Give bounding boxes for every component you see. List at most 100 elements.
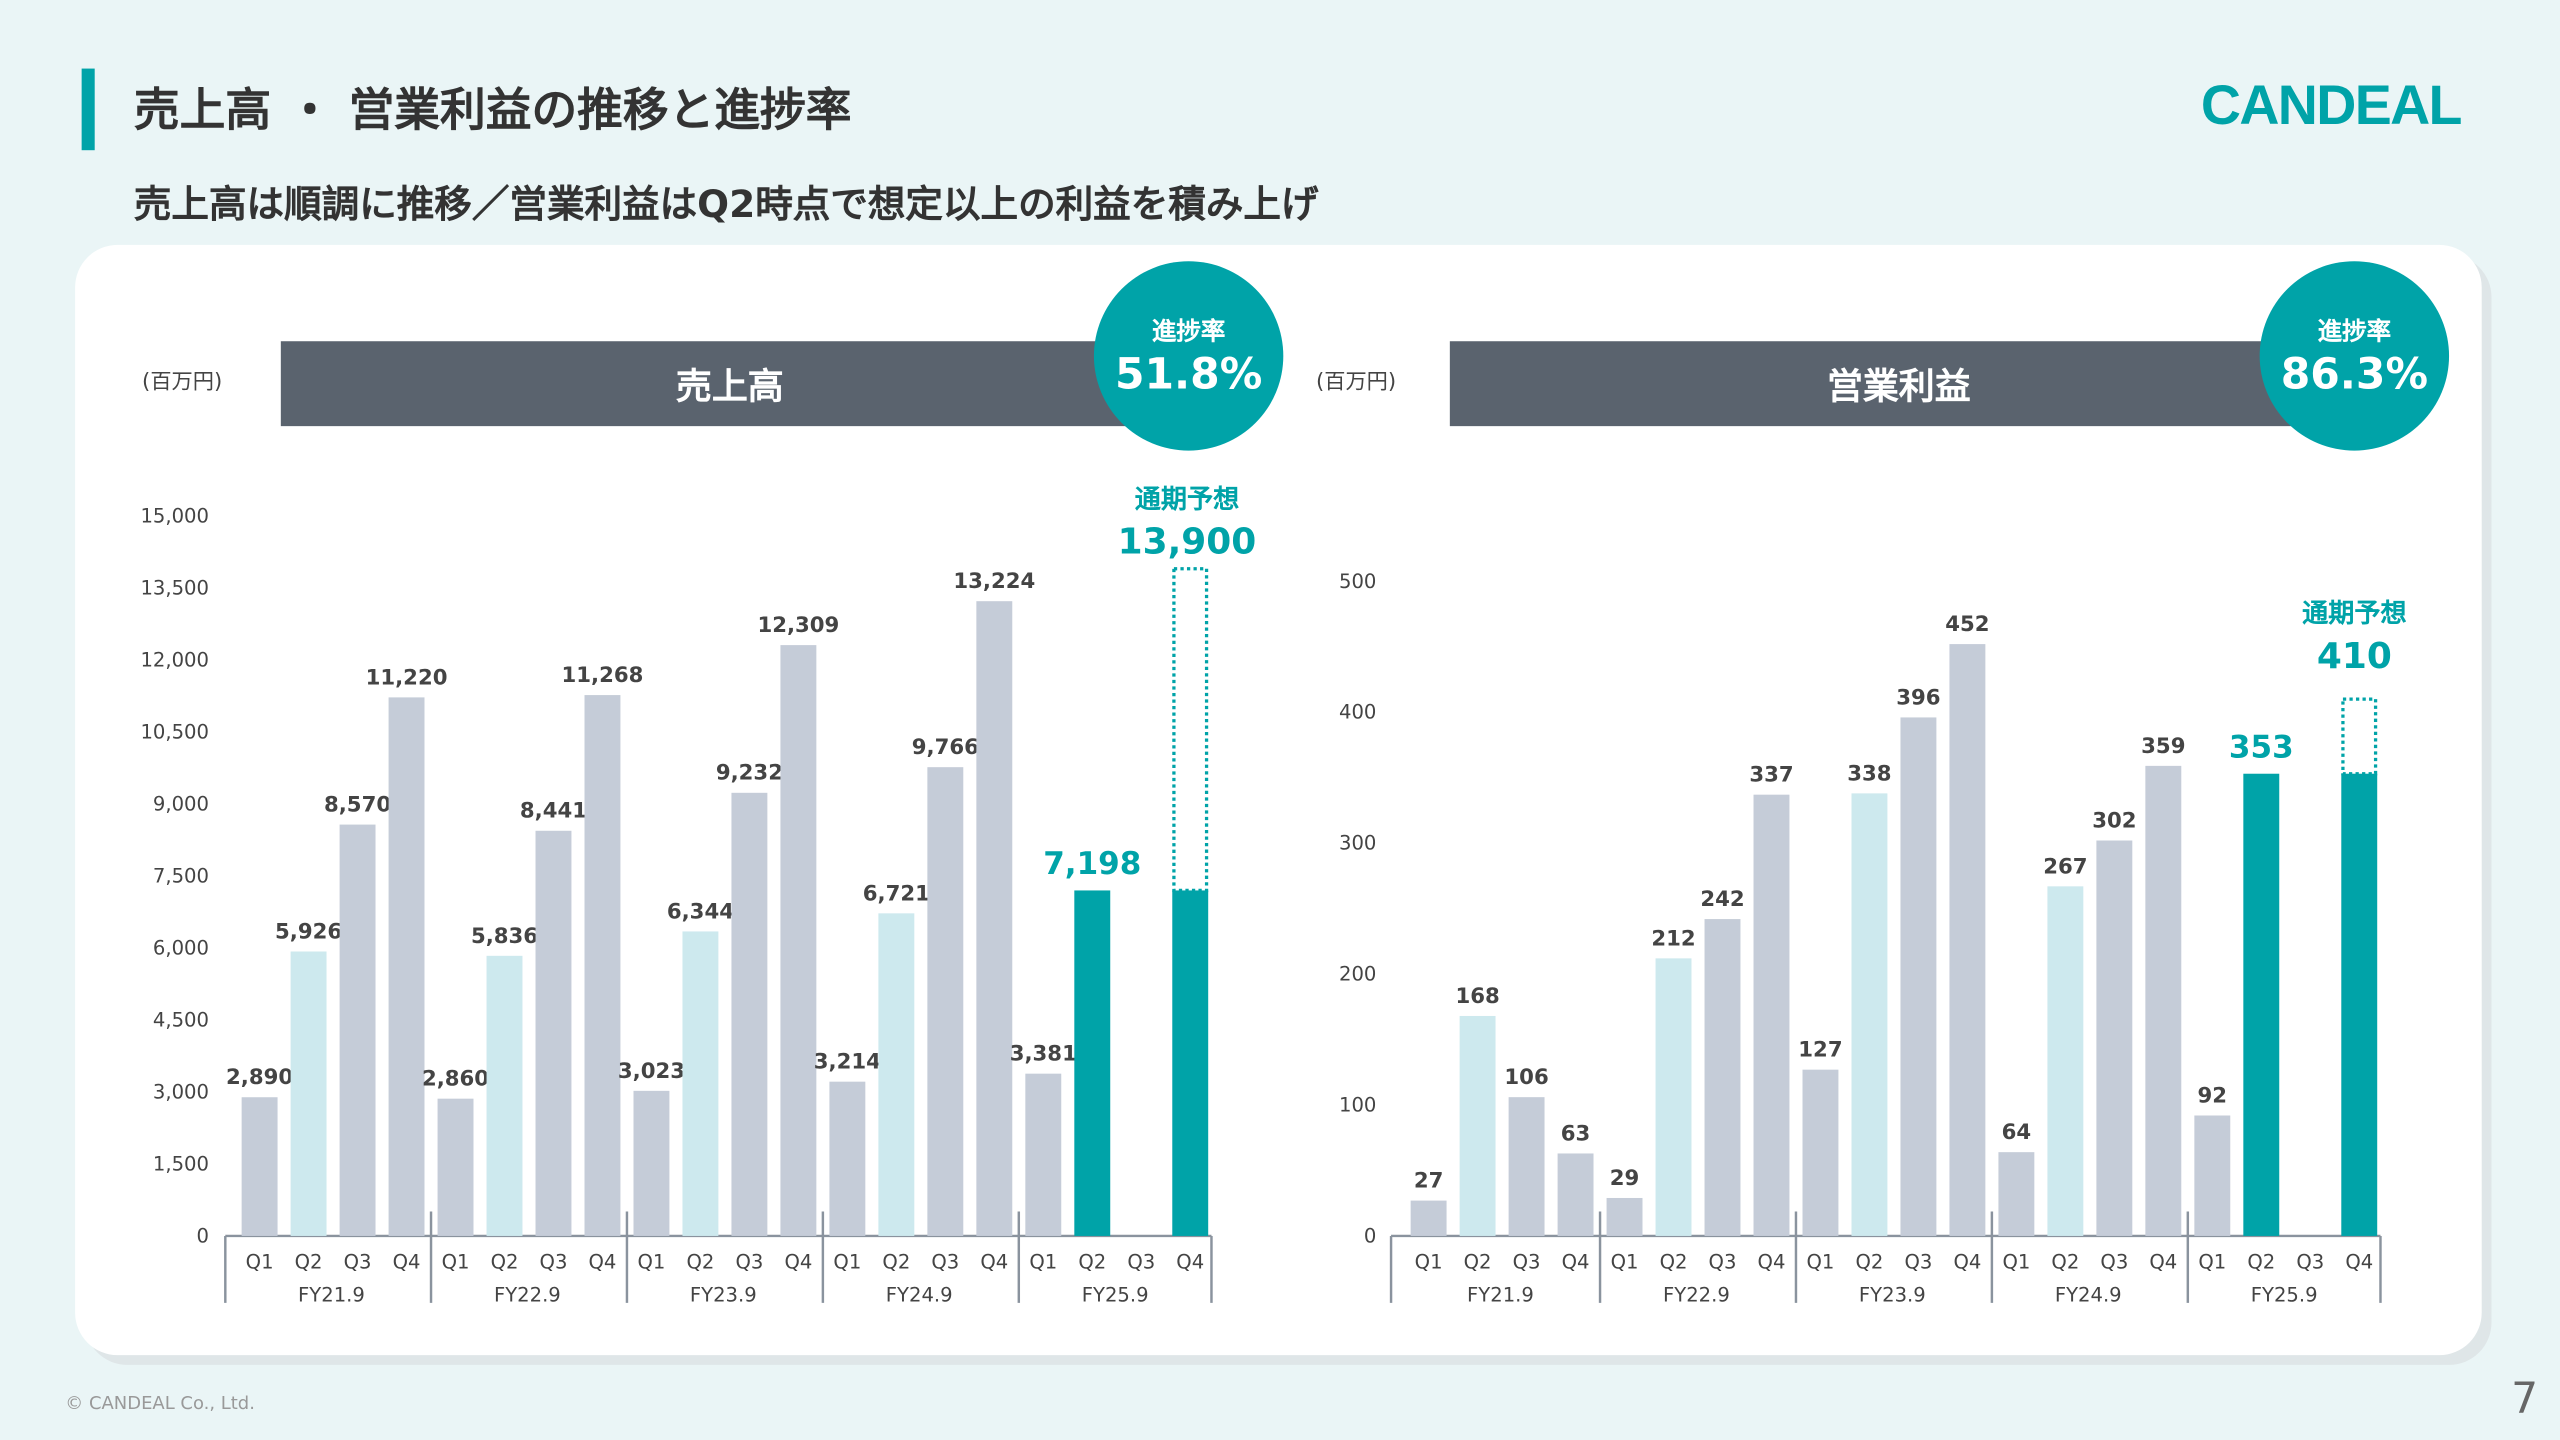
- bar-FY24.9-Q4: [976, 601, 1013, 1236]
- bar-FY22.9-Q4: [584, 695, 621, 1236]
- y-tick-label: 0: [197, 1224, 209, 1247]
- quarter-label: Q1: [2198, 1251, 2226, 1274]
- quarter-label: Q3: [344, 1251, 372, 1274]
- quarter-label: Q2: [1078, 1251, 1106, 1274]
- y-tick-label: 0: [1364, 1224, 1376, 1247]
- quarter-label: Q2: [1464, 1251, 1492, 1274]
- y-tick-label: 10,500: [140, 720, 209, 743]
- fiscal-year-label: FY21.9: [1467, 1283, 1534, 1306]
- data-label: 11,268: [562, 663, 644, 688]
- data-label: 302: [2092, 808, 2136, 833]
- quarter-label: Q1: [1611, 1251, 1639, 1274]
- quarter-label: Q2: [1660, 1251, 1688, 1274]
- quarter-label: Q2: [491, 1251, 519, 1274]
- bar-FY23.9-Q2: [1851, 793, 1888, 1236]
- data-label: 359: [2141, 734, 2185, 759]
- data-label: 9,766: [912, 735, 979, 760]
- quarter-label: Q2: [295, 1251, 323, 1274]
- data-label: 168: [1455, 984, 1499, 1009]
- quarter-label: Q4: [784, 1251, 812, 1274]
- title-accent-bar: [81, 68, 95, 151]
- fiscal-year-label: FY22.9: [1663, 1283, 1730, 1306]
- quarter-label: Q1: [1807, 1251, 1835, 1274]
- sales-header-title: 売上高: [675, 367, 784, 409]
- quarter-label: Q3: [540, 1251, 568, 1274]
- quarter-label: Q3: [735, 1251, 763, 1274]
- y-tick-label: 200: [1339, 963, 1376, 986]
- quarter-label: Q3: [2100, 1251, 2128, 1274]
- data-label: 13,224: [953, 569, 1035, 594]
- data-label: 8,441: [520, 799, 587, 824]
- forecast-bar-dotted: [2341, 697, 2378, 776]
- quarter-label: Q1: [833, 1251, 861, 1274]
- profit-header-bar: 営業利益: [1449, 341, 2348, 427]
- bar-FY24.9-Q4: [2145, 765, 2182, 1236]
- bar-FY24.9-Q1: [1998, 1152, 2035, 1236]
- quarter-label: Q3: [2296, 1251, 2324, 1274]
- candeal-logo: CANDEAL: [2200, 75, 2463, 138]
- y-tick-label: 4,500: [153, 1008, 209, 1031]
- data-label: 6,344: [667, 899, 734, 924]
- sales-forecast-value: 13,900: [1117, 522, 1257, 564]
- data-label: 11,220: [366, 665, 448, 690]
- bar-FY23.9-Q3: [1900, 717, 1937, 1236]
- bar-FY23.9-Q3: [731, 792, 768, 1236]
- quarter-label: Q4: [2149, 1251, 2177, 1274]
- quarter-label: Q1: [638, 1251, 666, 1274]
- quarter-label: Q1: [246, 1251, 274, 1274]
- data-label: 212: [1651, 926, 1695, 951]
- data-label: 127: [1798, 1038, 1842, 1063]
- bar-FY21.9-Q4: [1557, 1153, 1594, 1236]
- data-label: 12,309: [757, 613, 839, 638]
- bar-FY24.9-Q3: [927, 767, 964, 1236]
- y-tick-label: 12,000: [140, 648, 209, 671]
- bar-FY25.9-Q1: [1025, 1073, 1062, 1236]
- bar-FY25.9-Q2: [2243, 773, 2280, 1236]
- y-tick-label: 3,000: [153, 1080, 209, 1103]
- bar-FY22.9-Q2: [486, 955, 523, 1236]
- quarter-label: Q4: [1176, 1251, 1204, 1274]
- sales-forecast: 通期予想 13,900: [1089, 477, 1285, 564]
- data-label: 64: [2002, 1120, 2032, 1145]
- data-label: 3,214: [814, 1050, 881, 1075]
- data-label: 242: [1700, 887, 1744, 912]
- profit-header-title: 営業利益: [1826, 367, 1971, 409]
- fiscal-year-label: FY25.9: [2251, 1283, 2318, 1306]
- bar-FY22.9-Q3: [1704, 919, 1741, 1236]
- sales-progress-badge: 進捗率 51.8%: [1093, 261, 1284, 451]
- fiscal-year-label: FY24.9: [886, 1283, 953, 1306]
- data-label: 9,232: [716, 761, 783, 786]
- profit-unit-label: (百万円): [1315, 370, 1397, 396]
- bar-FY23.9-Q1: [1802, 1069, 1839, 1236]
- sales-forecast-label: 通期予想: [1134, 483, 1240, 515]
- page-number: 7: [2511, 1374, 2539, 1424]
- profit-progress-value: 86.3%: [2280, 350, 2428, 400]
- bar-FY21.9-Q3: [339, 824, 376, 1236]
- y-tick-label: 13,500: [140, 576, 209, 599]
- bar-FY22.9-Q3: [535, 830, 572, 1236]
- quarter-label: Q3: [1513, 1251, 1541, 1274]
- y-tick-label: 1,500: [153, 1152, 209, 1175]
- y-tick-label: 500: [1339, 570, 1376, 593]
- forecast-bar-solid: [2341, 773, 2378, 1236]
- forecast-bar-solid: [1172, 890, 1209, 1236]
- y-tick-label: 100: [1339, 1094, 1376, 1117]
- bar-FY21.9-Q2: [1459, 1015, 1496, 1236]
- sales-header-bar: 売上高: [280, 341, 1179, 427]
- data-label: 5,926: [275, 919, 342, 944]
- y-tick-label: 15,000: [140, 504, 209, 527]
- profit-forecast-label: 通期予想: [2302, 597, 2407, 629]
- data-label: 267: [2043, 854, 2087, 879]
- y-tick-label: 9,000: [153, 792, 209, 815]
- y-tick-label: 6,000: [153, 936, 209, 959]
- data-label: 2,890: [226, 1065, 293, 1090]
- data-label: 27: [1414, 1169, 1444, 1194]
- y-tick-label: 400: [1339, 701, 1376, 724]
- bar-FY23.9-Q4: [780, 645, 817, 1236]
- data-label: 8,570: [324, 793, 391, 818]
- bar-FY24.9-Q1: [829, 1081, 866, 1236]
- bar-FY22.9-Q1: [437, 1098, 474, 1236]
- bar-FY24.9-Q2: [2047, 886, 2084, 1236]
- data-label: 2,860: [422, 1067, 489, 1092]
